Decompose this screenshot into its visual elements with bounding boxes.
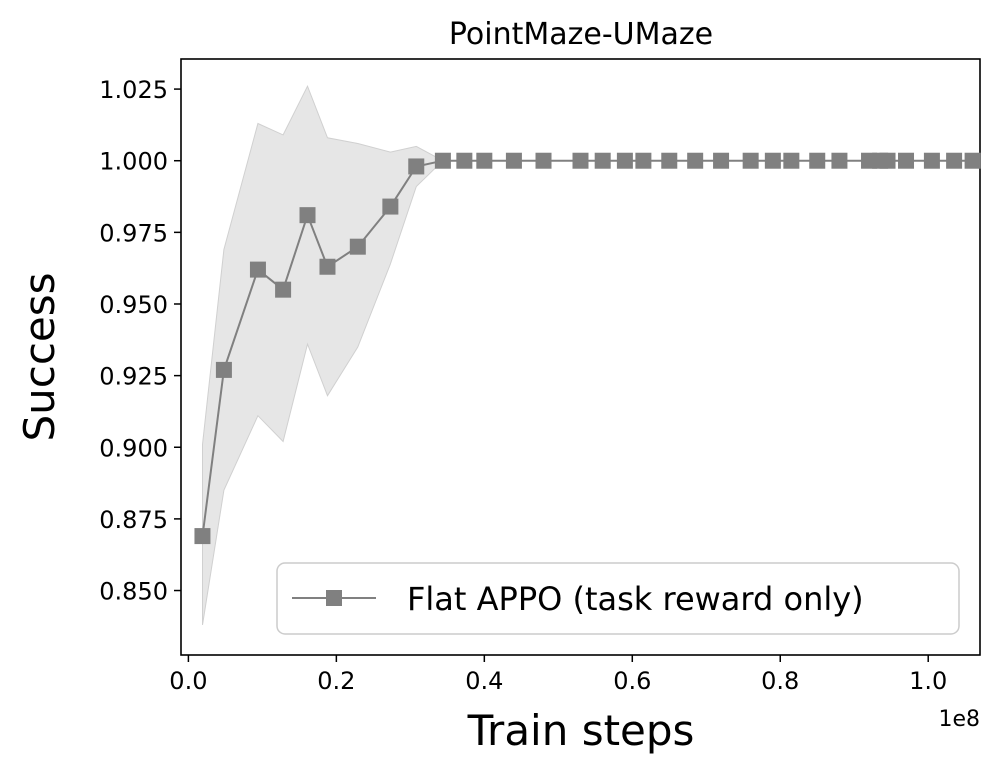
x-tick-label: 0.6	[613, 667, 651, 695]
plot-area	[180, 58, 981, 656]
data-point-marker	[249, 261, 266, 278]
x-axis-label: Train steps	[467, 706, 695, 755]
y-tick-label: 1.000	[99, 148, 168, 176]
data-point-marker	[319, 258, 336, 275]
x-tick-label: 1.0	[909, 667, 947, 695]
y-tick-label: 0.875	[99, 506, 168, 534]
data-point-marker	[831, 152, 848, 169]
data-point-marker	[476, 152, 493, 169]
data-point-marker	[275, 281, 292, 298]
data-point-marker	[572, 152, 589, 169]
series-markers-layer	[194, 152, 981, 545]
legend-box	[276, 562, 960, 635]
data-point-marker	[535, 152, 552, 169]
y-tick-label: 0.950	[99, 291, 168, 319]
legend-label: Flat APPO (task reward only)	[407, 580, 864, 618]
y-tick-label: 0.900	[99, 434, 168, 462]
x-tick-label: 0.8	[761, 667, 799, 695]
y-tick-label: 0.925	[99, 363, 168, 391]
data-point-marker	[456, 152, 473, 169]
y-axis-label: Success	[15, 272, 64, 441]
y-tick-label: 0.975	[99, 219, 168, 247]
x-axis-ticks: 0.0 0.2 0.4 0.6 0.8 1.0	[169, 655, 947, 695]
data-point-marker	[946, 152, 963, 169]
x-tick-label: 0.0	[169, 667, 207, 695]
y-axis-ticks: 0.850 0.875 0.900 0.925 0.950 0.975 1.000 1.025	[99, 76, 181, 606]
x-axis-offset-label: 1e8	[938, 707, 980, 732]
legend-marker-swatch	[326, 590, 342, 606]
data-point-marker	[783, 152, 800, 169]
data-point-marker	[382, 198, 399, 215]
data-point-marker	[964, 152, 981, 169]
data-point-marker	[879, 152, 896, 169]
data-point-marker	[194, 528, 211, 545]
y-tick-label: 0.850	[99, 578, 168, 606]
data-point-marker	[408, 158, 425, 175]
data-point-marker	[505, 152, 522, 169]
plot-frame	[180, 58, 981, 656]
data-point-marker	[687, 152, 704, 169]
legend: Flat APPO (task reward only)	[276, 562, 960, 635]
chart-title: PointMaze-UMaze	[449, 17, 713, 52]
data-point-marker	[594, 152, 611, 169]
data-point-marker	[635, 152, 652, 169]
data-point-marker	[742, 152, 759, 169]
data-point-marker	[661, 152, 678, 169]
x-tick-label: 0.2	[317, 667, 355, 695]
data-point-marker	[898, 152, 915, 169]
y-tick-label: 1.025	[99, 76, 168, 104]
data-point-marker	[764, 152, 781, 169]
data-point-marker	[616, 152, 633, 169]
data-point-marker	[923, 152, 940, 169]
data-point-marker	[299, 207, 316, 224]
data-point-marker	[713, 152, 730, 169]
data-point-marker	[434, 152, 451, 169]
data-point-marker	[809, 152, 826, 169]
data-point-marker	[349, 238, 366, 255]
data-point-marker	[215, 361, 232, 378]
x-tick-label: 0.4	[465, 667, 503, 695]
